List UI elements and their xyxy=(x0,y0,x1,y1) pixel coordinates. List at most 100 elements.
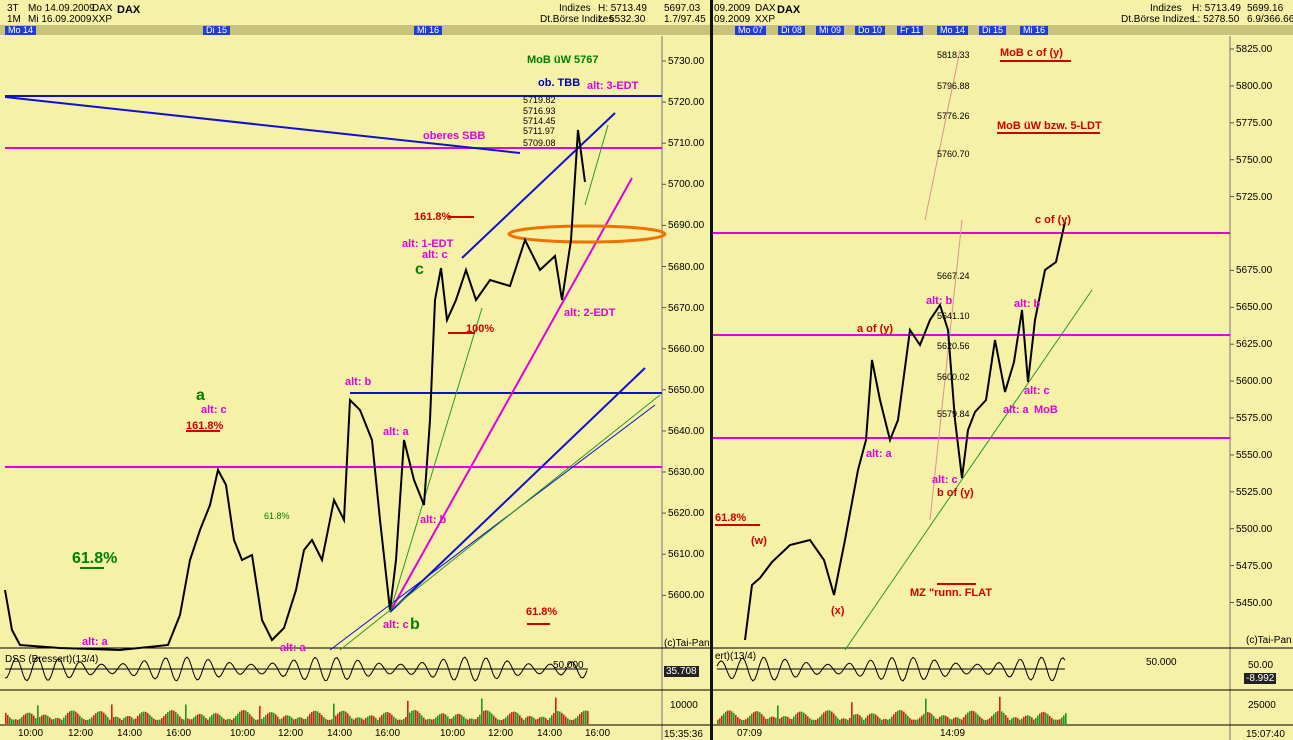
price-label: 5720.00 xyxy=(668,97,705,109)
header-text: 09.2009 xyxy=(714,3,751,14)
volume-bar xyxy=(769,717,771,724)
volume-bar xyxy=(43,714,45,724)
volume-bar xyxy=(51,719,53,724)
volume-bar xyxy=(871,713,873,724)
header-text: L: 5278.50 xyxy=(1192,14,1240,25)
volume-bar xyxy=(935,718,937,724)
volume-bar xyxy=(223,718,225,724)
volume-bar xyxy=(45,714,47,724)
volume-bar xyxy=(391,714,393,724)
volume-bar xyxy=(529,715,531,724)
volume-bar xyxy=(487,710,489,724)
volume-bar xyxy=(877,716,879,724)
volume-bar xyxy=(323,717,325,724)
volume-bar xyxy=(197,714,199,724)
volume-bar xyxy=(9,717,11,724)
volume-bar xyxy=(209,717,211,724)
volume-bar xyxy=(33,715,35,724)
volume-bar xyxy=(147,713,149,724)
volume-bar xyxy=(809,718,811,724)
volume-bar xyxy=(761,714,763,724)
volume-bar xyxy=(795,714,797,724)
annotation: MoB xyxy=(1034,404,1058,416)
volume-bar xyxy=(203,715,205,724)
volume-bar xyxy=(751,713,753,724)
volume-bar xyxy=(381,714,383,724)
volume-bar xyxy=(1021,718,1023,724)
volume-bar xyxy=(121,719,123,724)
volume-bar xyxy=(813,719,815,724)
volume-bar xyxy=(85,719,87,724)
volume-bar xyxy=(357,717,359,724)
volume-bar xyxy=(835,715,837,724)
volume-bar xyxy=(253,718,255,724)
volume-bar xyxy=(63,717,65,724)
trend-line xyxy=(4,96,521,154)
volume-bar xyxy=(831,711,833,724)
volume-bar xyxy=(931,713,933,724)
volume-bar xyxy=(819,716,821,724)
day-label: Do 10 xyxy=(855,26,886,35)
volume-bar xyxy=(419,713,421,724)
volume-bar xyxy=(233,718,235,724)
volume-bar xyxy=(339,711,341,724)
volume-bar xyxy=(925,698,927,724)
panel-separator xyxy=(710,0,713,740)
volume-bar xyxy=(865,717,867,724)
volume-bar xyxy=(517,713,519,724)
price-label: 5750.00 xyxy=(1236,154,1273,166)
volume-bar xyxy=(909,717,911,724)
footer-text: 15:35:36 xyxy=(664,729,703,740)
volume-bar xyxy=(747,717,749,724)
volume-bar xyxy=(417,711,419,724)
annotation: 61.8% xyxy=(72,550,118,567)
volume-bar xyxy=(103,712,105,724)
annotation: alt: 2-EDT xyxy=(564,307,616,319)
volume-bar xyxy=(917,719,919,724)
volume-bar xyxy=(951,719,953,724)
price-label: 5710.00 xyxy=(668,138,705,150)
volume-bar xyxy=(739,718,741,724)
volume-bar xyxy=(1009,719,1011,724)
volume-bar xyxy=(133,719,135,724)
time-label: 16:00 xyxy=(166,728,192,739)
volume-bar xyxy=(297,717,299,724)
volume-bar xyxy=(793,716,795,724)
volume-bar xyxy=(513,711,515,724)
volume-bar xyxy=(313,710,315,724)
volume-bar xyxy=(407,700,409,724)
volume-bar xyxy=(151,716,153,724)
volume-bar xyxy=(1015,717,1017,724)
volume-bar xyxy=(899,710,901,724)
time-label: 14:00 xyxy=(327,728,353,739)
volume-bar xyxy=(505,717,507,724)
volume-bar xyxy=(365,718,367,724)
volume-bar xyxy=(969,711,971,724)
annotation: alt: a xyxy=(866,448,892,460)
volume-bar xyxy=(777,705,779,724)
volume-bar xyxy=(67,712,69,724)
header-text: Mi 16.09.2009 xyxy=(28,14,92,25)
volume-bar xyxy=(997,711,999,724)
annotation: 5667.24 xyxy=(937,271,970,281)
volume-bar xyxy=(541,716,543,724)
trend-line xyxy=(584,124,609,206)
volume-bar xyxy=(17,719,19,724)
volume-bar xyxy=(803,712,805,724)
volume-bar xyxy=(179,716,181,724)
volume-bar xyxy=(377,719,379,724)
volume-bar xyxy=(535,719,537,724)
volume-bar xyxy=(981,718,983,724)
volume-bar xyxy=(775,717,777,724)
volume-bar xyxy=(923,713,925,724)
volume-bar xyxy=(585,710,587,724)
volume-bar xyxy=(989,718,991,724)
volume-bar xyxy=(13,719,15,724)
volume-bar xyxy=(129,716,131,724)
volume-bar xyxy=(1035,717,1037,724)
volume-bar xyxy=(449,718,451,724)
volume-bar xyxy=(983,719,985,724)
volume-bar xyxy=(289,716,291,724)
volume-bar xyxy=(349,715,351,724)
volume-bar xyxy=(463,716,465,724)
